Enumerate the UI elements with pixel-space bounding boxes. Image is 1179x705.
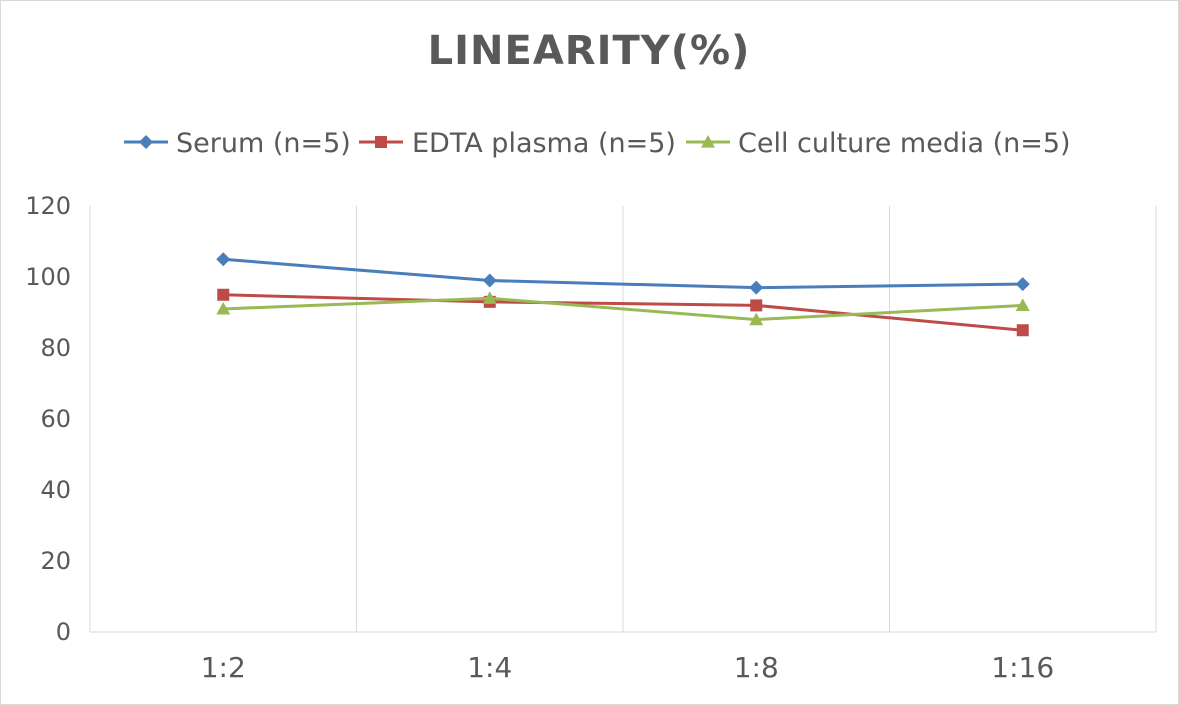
chart-title: LINEARITY(%) <box>428 28 751 74</box>
legend-item-0: Serum (n=5) <box>124 128 351 159</box>
series-line <box>223 296 1023 322</box>
data-point <box>750 299 763 312</box>
y-axis: 0 20 40 60 80 100 120 <box>25 192 71 646</box>
y-tick-label: 60 <box>40 405 71 433</box>
y-tick-label: 100 <box>25 263 71 291</box>
series-line <box>223 257 1023 290</box>
x-tick-label: 1:8 <box>734 651 779 684</box>
x-tick-label: 1:16 <box>991 651 1054 684</box>
grid-lines <box>89 206 1157 632</box>
data-point <box>749 312 764 326</box>
legend-item-2: Cell culture media (n=5) <box>686 128 1071 159</box>
y-tick-label: 80 <box>40 334 71 362</box>
y-tick-label: 20 <box>40 547 71 575</box>
data-point <box>216 252 231 267</box>
data-point <box>482 291 497 304</box>
series-0 <box>216 252 1030 295</box>
data-point <box>1015 277 1030 292</box>
x-tick-label: 1:2 <box>201 651 246 684</box>
legend-label: Serum (n=5) <box>176 128 351 159</box>
legend-label: Cell culture media (n=5) <box>738 128 1071 159</box>
data-point <box>749 280 764 295</box>
legend-marker <box>375 136 387 148</box>
x-axis: 1:2 1:4 1:8 1:16 <box>90 631 1156 684</box>
legend-label: EDTA plasma (n=5) <box>412 128 676 159</box>
data-point <box>1016 324 1029 337</box>
series-2 <box>216 291 1030 326</box>
y-tick-label: 120 <box>25 192 71 220</box>
x-tick-label: 1:4 <box>467 651 512 684</box>
series-layer <box>216 252 1030 337</box>
y-tick-label: 40 <box>40 476 71 504</box>
y-tick-label: 0 <box>56 618 71 646</box>
series-1 <box>217 288 1029 337</box>
legend-marker <box>139 135 153 149</box>
legend-marker <box>701 135 715 148</box>
legend-item-1: EDTA plasma (n=5) <box>359 128 676 159</box>
data-point <box>217 288 230 301</box>
chart-legend: Serum (n=5) EDTA plasma (n=5) Cell culture… <box>124 128 1071 159</box>
data-point <box>216 301 231 315</box>
data-point <box>1015 298 1030 311</box>
data-point <box>482 273 497 288</box>
series-line <box>223 293 1023 332</box>
